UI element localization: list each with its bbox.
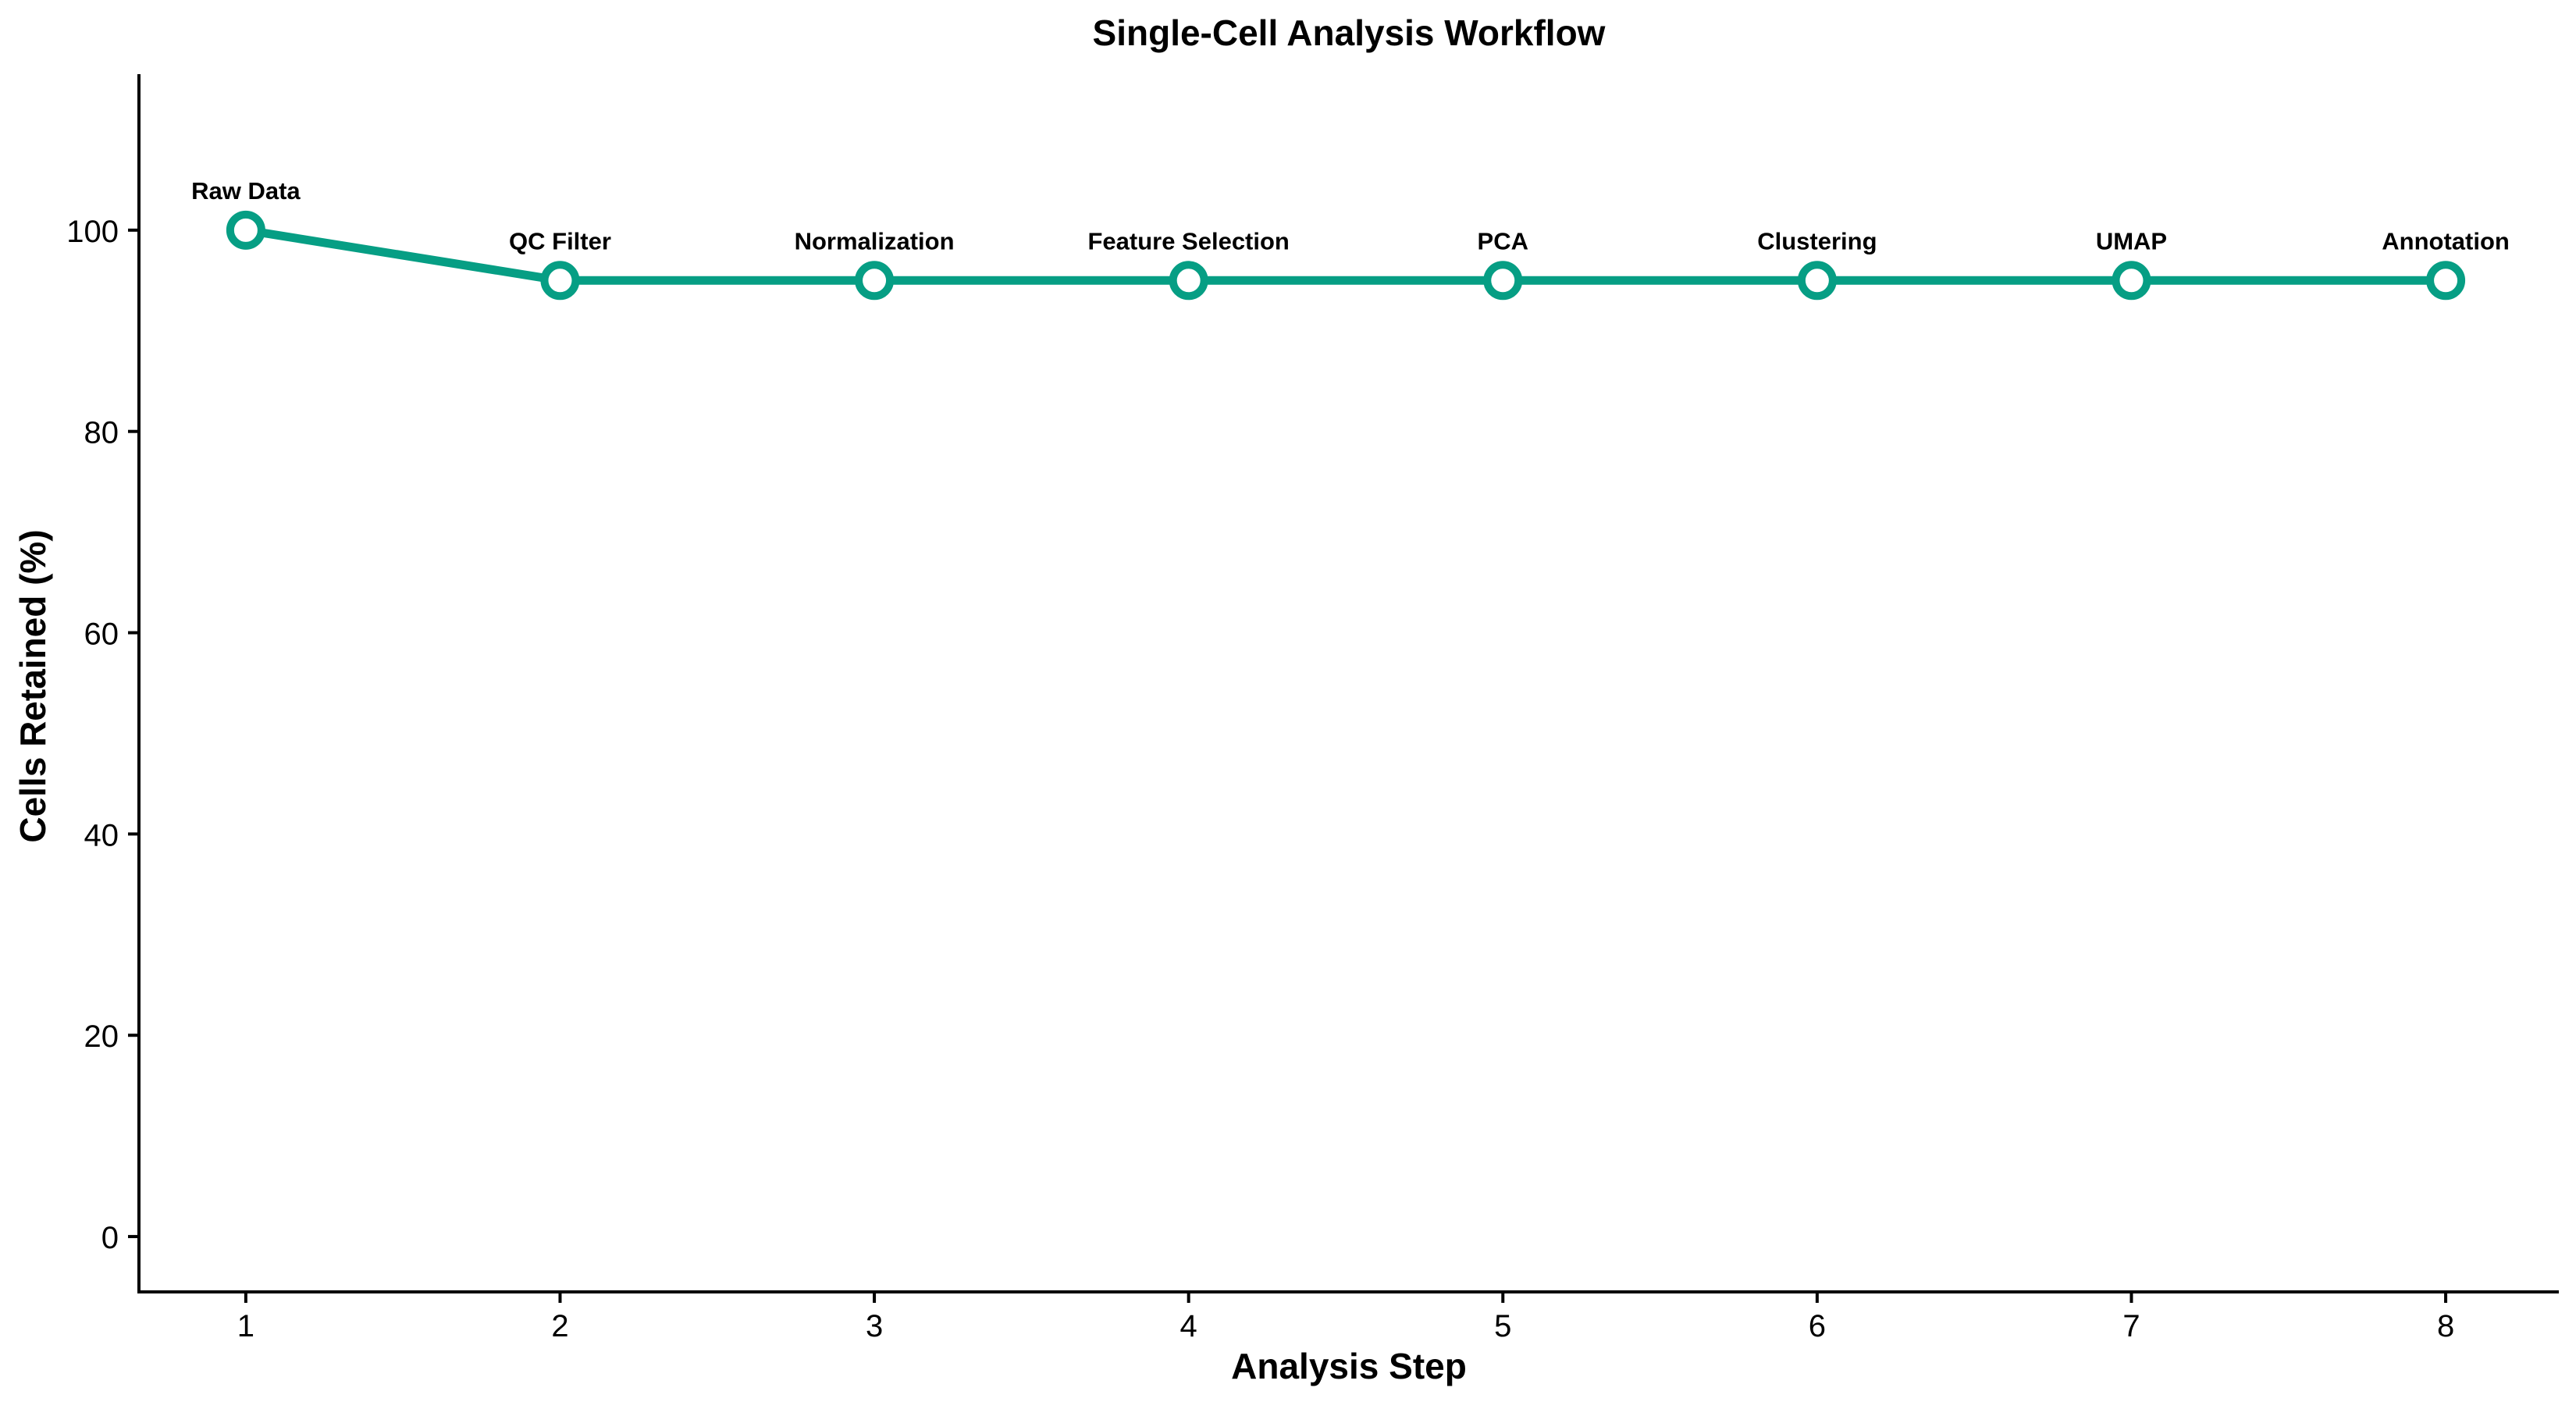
point-label: Feature Selection: [1087, 227, 1289, 254]
data-point: [1797, 261, 1837, 301]
data-point: [2112, 261, 2151, 301]
x-tick-label: 7: [2122, 1309, 2140, 1343]
data-point: [1483, 261, 1523, 301]
y-tick-label: 80: [84, 416, 119, 450]
x-tick-label: 5: [1494, 1309, 1511, 1343]
point-label: Annotation: [2382, 227, 2510, 254]
series-line: [241, 226, 2450, 285]
point-label: Clustering: [1757, 227, 1877, 254]
point-labels: Raw Data QC Filter Normalization Feature Se…: [191, 177, 2510, 254]
x-axis-label: Analysis Step: [1231, 1346, 1467, 1386]
y-tick-label: 0: [101, 1221, 119, 1255]
x-ticks: 1 2 3 4 5 6 7 8: [237, 1292, 2454, 1343]
x-tick-label: 4: [1180, 1309, 1197, 1343]
y-tick-label: 20: [84, 1019, 119, 1054]
y-ticks: 0 20 40 60 80 100: [66, 215, 139, 1255]
x-tick-label: 6: [1809, 1309, 1826, 1343]
data-point: [226, 210, 265, 250]
data-point: [1169, 261, 1208, 301]
point-label: Normalization: [795, 227, 955, 254]
x-tick-label: 3: [866, 1309, 883, 1343]
data-point: [2426, 261, 2466, 301]
x-tick-label: 1: [237, 1309, 254, 1343]
y-axis-label: Cells Retained (%): [12, 529, 53, 842]
point-label: PCA: [1478, 227, 1528, 254]
axes: [137, 74, 2559, 1293]
point-label: UMAP: [2096, 227, 2167, 254]
data-point: [855, 261, 895, 301]
x-tick-label: 8: [2437, 1309, 2454, 1343]
series: [226, 210, 2466, 301]
point-label: Raw Data: [191, 177, 301, 205]
data-point: [540, 261, 580, 301]
point-label: QC Filter: [509, 227, 611, 254]
y-tick-label: 100: [66, 215, 119, 249]
y-tick-label: 40: [84, 818, 119, 852]
chart-title: Single-Cell Analysis Workflow: [1093, 12, 1606, 53]
x-tick-label: 2: [551, 1309, 568, 1343]
y-tick-label: 60: [84, 617, 119, 652]
